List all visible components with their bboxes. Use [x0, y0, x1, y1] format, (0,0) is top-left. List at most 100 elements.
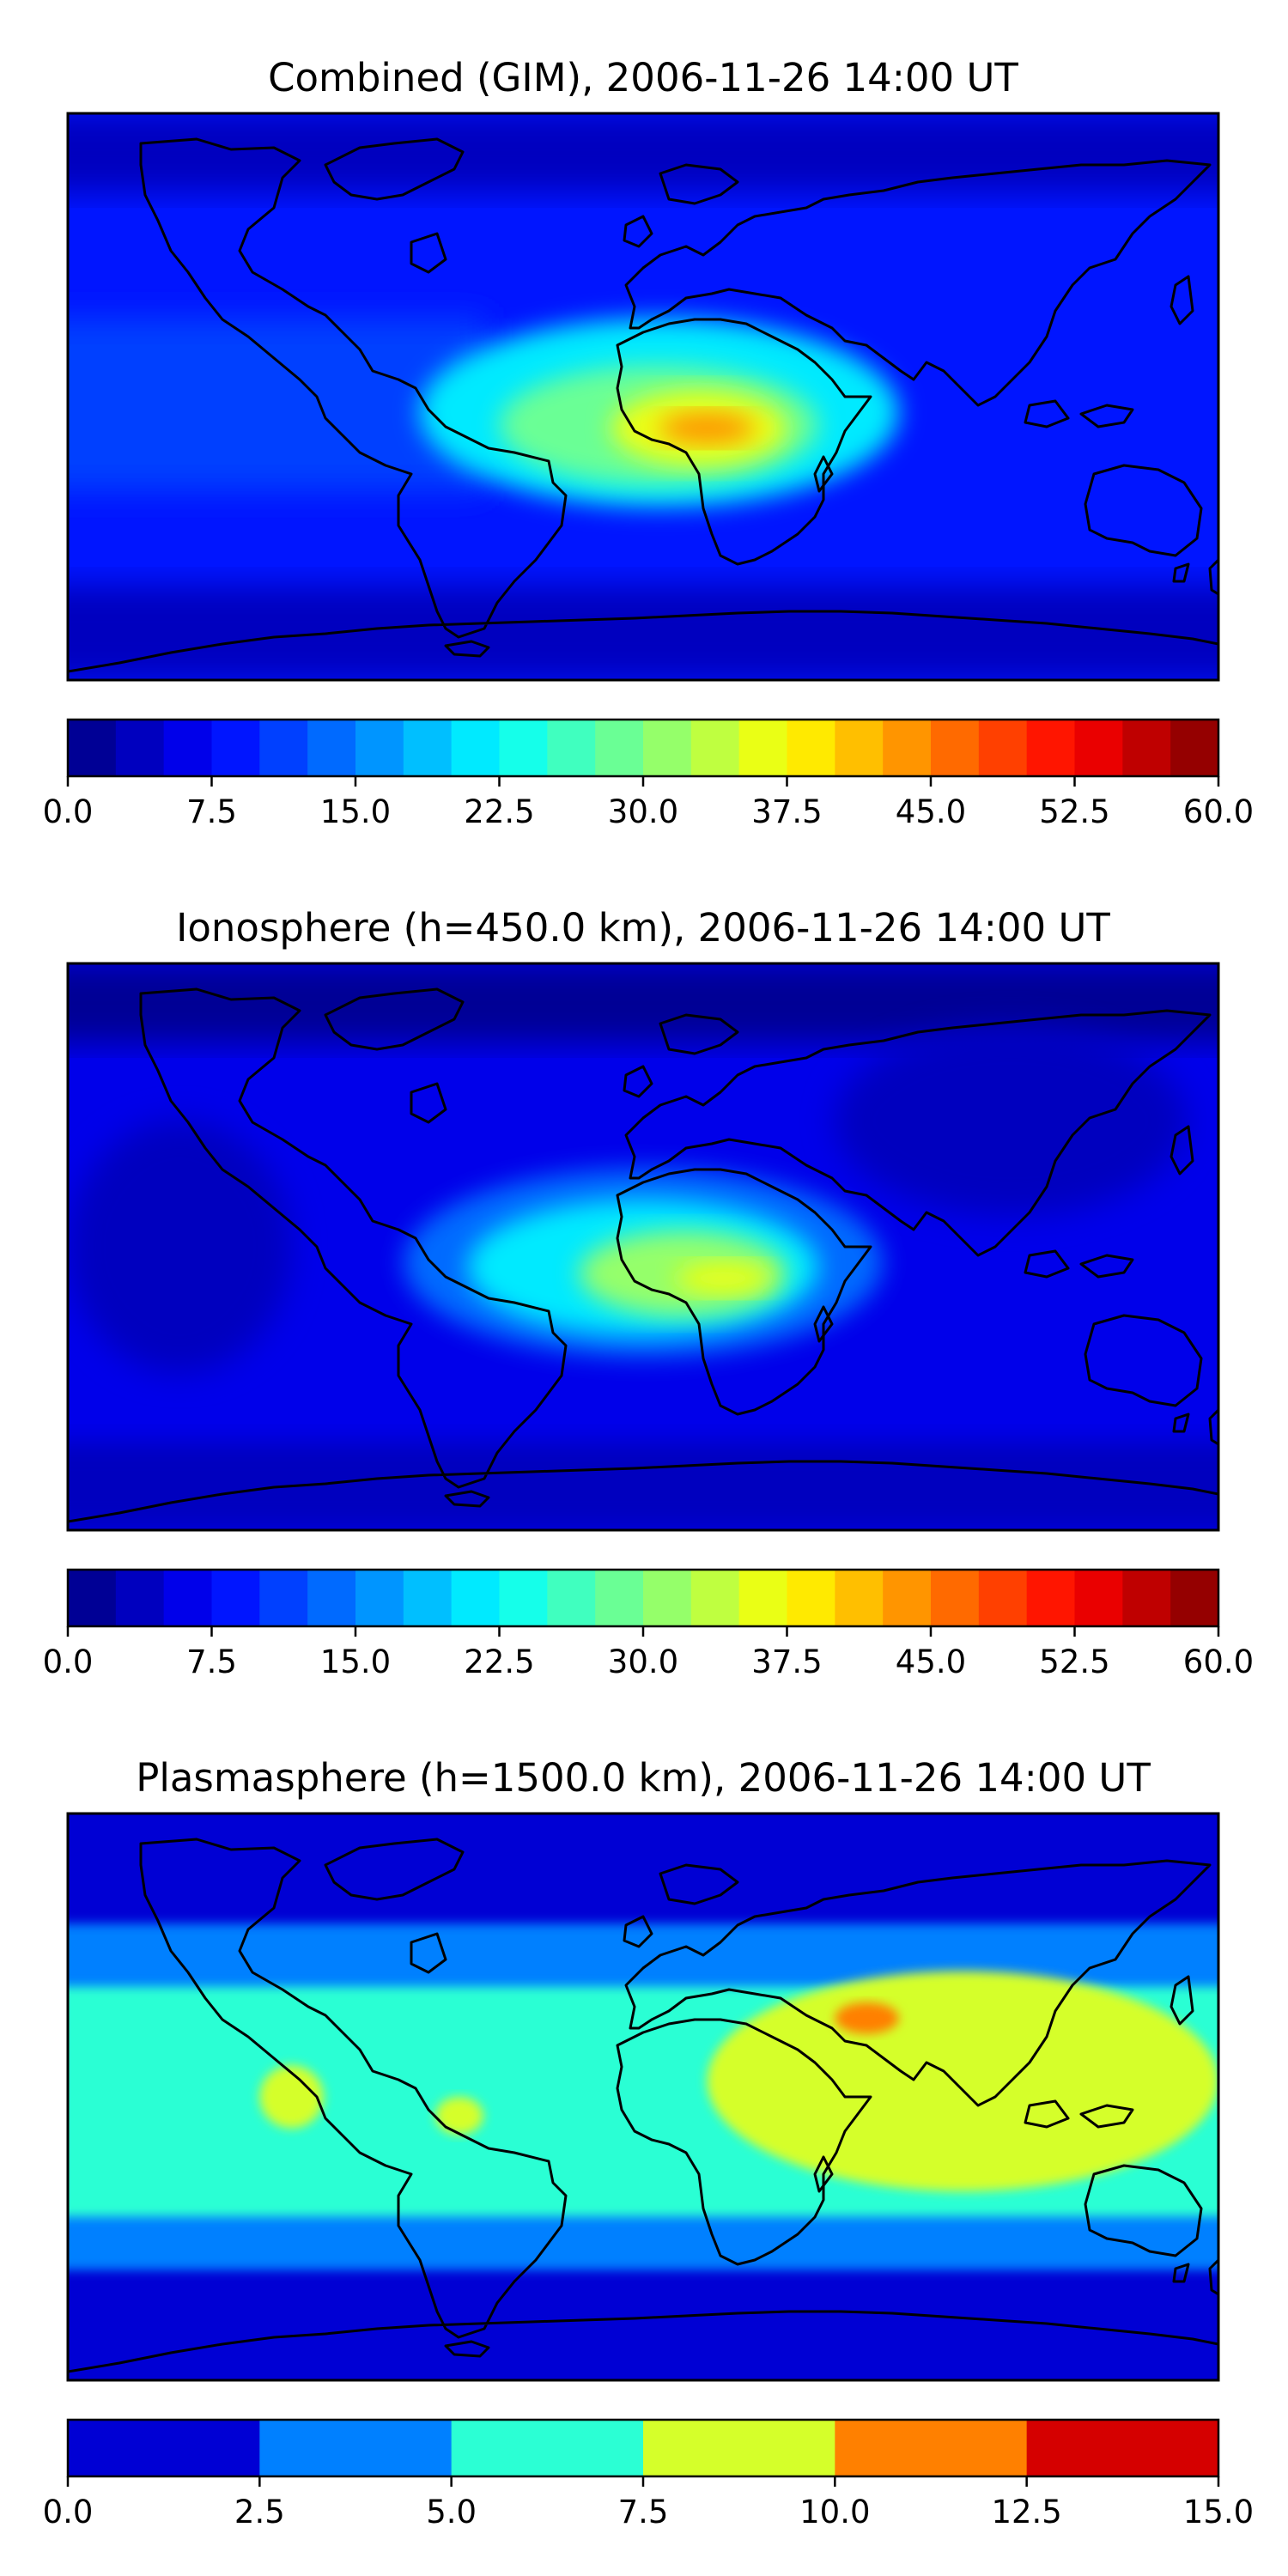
colorbar-bins [68, 720, 1219, 776]
field-ionization-max [659, 412, 756, 444]
colorbar-tick-label: 15.0 [320, 1643, 391, 1680]
colorbar-bin [595, 1570, 644, 1626]
colorbar-bin [68, 2420, 260, 2476]
colorbar-tick-label: 45.0 [896, 793, 966, 830]
colorbar-bin [1122, 720, 1171, 776]
colorbar-bin [931, 720, 980, 776]
map-frame [66, 962, 1220, 1532]
panel-plasmasphere: Plasmasphere (h=1500.0 km), 2006-11-26 1… [43, 1755, 1255, 2530]
colorbar-bin [931, 1570, 980, 1626]
panel-combined: Combined (GIM), 2006-11-26 14:00 UT 0.0 7… [43, 55, 1255, 830]
field-asia-enhancement [707, 1971, 1218, 2191]
colorbar-bin [835, 720, 884, 776]
map-area [66, 112, 1220, 682]
colorbar-bin [211, 1570, 260, 1626]
colorbar-bin [1170, 720, 1219, 776]
colorbar-bin [883, 1570, 932, 1626]
colorbar-bin [738, 720, 787, 776]
field-amazon-patch [435, 2097, 483, 2135]
colorbar-bin [403, 720, 453, 776]
map-field [68, 113, 1218, 680]
colorbar-tick-label: 7.5 [186, 1643, 237, 1680]
colorbar-bin [451, 1570, 500, 1626]
colorbar-bin [307, 1570, 356, 1626]
colorbar-bin [1074, 1570, 1123, 1626]
colorbar-bin [163, 720, 212, 776]
colorbar-tick-label: 22.5 [464, 1643, 534, 1680]
colorbar-bin [68, 720, 117, 776]
colorbar-bin [1026, 1570, 1075, 1626]
field-pacific-patch [259, 2065, 324, 2129]
colorbar-bin [499, 720, 548, 776]
colorbar-bin [355, 720, 404, 776]
colorbar: 0.0 2.5 5.0 7.5 10.0 12.5 15.0 [43, 2418, 1254, 2530]
map-frame [66, 112, 1220, 682]
colorbar-tick-label: 37.5 [751, 793, 822, 830]
colorbar-bin [738, 1570, 787, 1626]
colorbar-tick-label: 0.0 [43, 2494, 94, 2530]
colorbar-bin [451, 720, 500, 776]
colorbar-bins [68, 1570, 1219, 1626]
colorbar-bin [643, 720, 692, 776]
colorbar-tick-label: 15.0 [1183, 2494, 1254, 2530]
colorbar-bin [1170, 1570, 1219, 1626]
colorbar-bin [690, 1570, 740, 1626]
map-area [66, 1812, 1220, 2382]
colorbar-tick-label: 7.5 [618, 2494, 669, 2530]
colorbar-bin [307, 720, 356, 776]
colorbar-bin [259, 1570, 308, 1626]
colorbar-tick-label: 22.5 [464, 793, 534, 830]
chart-title: Combined (GIM), 2006-11-26 14:00 UT [268, 55, 1018, 100]
colorbar-tick-label: 45.0 [896, 1643, 966, 1680]
colorbar: 0.0 7.5 15.0 22.5 30.0 37.5 45.0 52.5 60.0 [43, 718, 1254, 830]
colorbar-bin [690, 720, 740, 776]
colorbar-bin [595, 720, 644, 776]
colorbar-tick-label: 0.0 [43, 1643, 94, 1680]
field-polar-cap-north [68, 963, 1218, 1042]
colorbar-bin [978, 720, 1028, 776]
field-dark-asia [835, 1026, 1187, 1216]
colorbar-tick-label: 30.0 [608, 793, 678, 830]
colorbar-bin [451, 2420, 644, 2476]
colorbar-bin [835, 2420, 1028, 2476]
colorbar-bins [68, 2420, 1219, 2476]
colorbar-tick-label: 12.5 [991, 2494, 1061, 2530]
colorbar-tick-label: 37.5 [751, 1643, 822, 1680]
colorbar-bin [787, 720, 835, 776]
map-field [68, 963, 1218, 1530]
panel-ionosphere: Ionosphere (h=450.0 km), 2006-11-26 14:0… [43, 905, 1255, 1680]
colorbar-bin [115, 1570, 165, 1626]
colorbar-bin [1074, 720, 1123, 776]
map-field [68, 1814, 1218, 2380]
colorbar-tick-label: 52.5 [1039, 793, 1109, 830]
colorbar-bin [547, 720, 596, 776]
colorbar-bin [211, 720, 260, 776]
colorbar-bin [355, 1570, 404, 1626]
colorbar-tick-label: 5.0 [426, 2494, 477, 2530]
colorbar-bin [499, 1570, 548, 1626]
field-pacific-band [68, 318, 486, 491]
colorbar-ticks: 0.0 7.5 15.0 22.5 30.0 37.5 45.0 52.5 60.0 [43, 1626, 1254, 1680]
chart-title: Plasmasphere (h=1500.0 km), 2006-11-26 1… [136, 1755, 1151, 1801]
field-polar-cap-south [68, 586, 1218, 680]
colorbar: 0.0 7.5 15.0 22.5 30.0 37.5 45.0 52.5 60.0 [43, 1568, 1254, 1680]
colorbar-bin [1122, 1570, 1171, 1626]
colorbar-ticks: 0.0 2.5 5.0 7.5 10.0 12.5 15.0 [43, 2476, 1254, 2530]
colorbar-tick-label: 52.5 [1039, 1643, 1109, 1680]
field-ionization-max [675, 1262, 771, 1294]
colorbar-bin [1026, 2420, 1219, 2476]
field-polar-cap-south [68, 1442, 1218, 1530]
colorbar-bin [643, 1570, 692, 1626]
colorbar-bin [643, 2420, 835, 2476]
colorbar-bin [115, 720, 165, 776]
colorbar-bin [259, 2420, 453, 2476]
colorbar-tick-label: 60.0 [1183, 793, 1254, 830]
colorbar-bin [68, 1570, 117, 1626]
chart-title: Ionosphere (h=450.0 km), 2006-11-26 14:0… [176, 905, 1110, 951]
colorbar-bin [883, 720, 932, 776]
colorbar-tick-label: 15.0 [320, 793, 391, 830]
colorbar-tick-label: 0.0 [43, 793, 94, 830]
colorbar-bin [259, 720, 308, 776]
colorbar-tick-label: 7.5 [186, 793, 237, 830]
